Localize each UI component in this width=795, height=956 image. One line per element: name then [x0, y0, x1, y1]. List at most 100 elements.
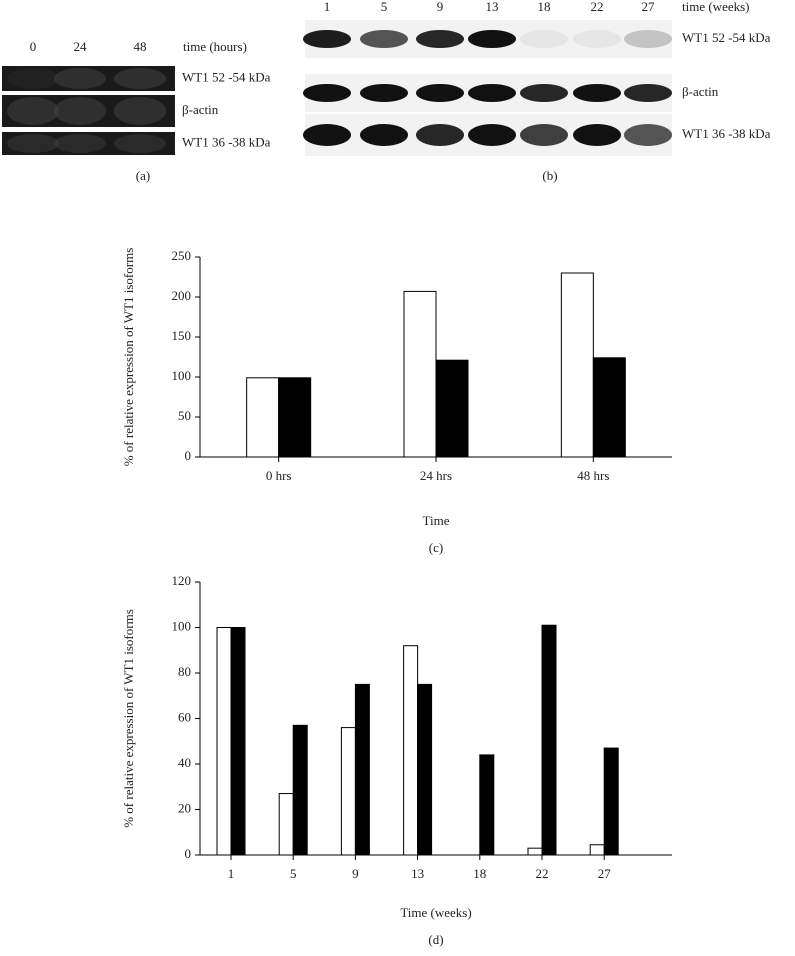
blot-band: [468, 84, 516, 102]
blot-band: [573, 30, 621, 48]
bar: [354, 683, 370, 856]
x-axis-label: Time (weeks): [400, 905, 471, 920]
bar: [292, 724, 308, 856]
blot-band: [54, 134, 106, 153]
band-label: WT1 36 -38 kDa: [682, 126, 771, 141]
bar: [592, 357, 626, 458]
x-tick-label: 1: [228, 866, 235, 881]
y-tick-label: 100: [172, 618, 192, 633]
lane-label: 22: [591, 0, 604, 14]
bar: [560, 272, 594, 458]
bar: [417, 683, 433, 856]
x-tick-label: 48 hrs: [577, 468, 609, 483]
band-label: WT1 52 -54 kDa: [182, 69, 271, 84]
blot-image: [2, 132, 175, 155]
lane-label: 18: [538, 0, 551, 14]
blot-band: [54, 68, 106, 89]
y-tick-label: 250: [172, 248, 192, 263]
blot-band: [468, 30, 516, 48]
bar: [527, 847, 543, 856]
lane-label: 5: [381, 0, 388, 14]
y-axis-label: % of relative expression of WT1 isoforms: [121, 248, 136, 467]
lane-label: 1: [324, 0, 331, 14]
blot-band: [573, 84, 621, 102]
x-axis-label: Time: [423, 513, 450, 528]
y-tick-label: 40: [178, 755, 191, 770]
bar: [230, 627, 246, 856]
blot-band: [114, 97, 166, 125]
y-tick-label: 200: [172, 288, 192, 303]
blot-band: [520, 84, 568, 102]
x-tick-label: 24 hrs: [420, 468, 452, 483]
blot-band: [624, 124, 672, 146]
x-tick-label: 22: [536, 866, 549, 881]
blot-band: [360, 84, 408, 102]
panel-caption: (a): [136, 168, 150, 183]
panel-caption: (c): [429, 540, 443, 555]
lane-label: 0: [30, 39, 37, 54]
blot-band: [360, 124, 408, 146]
band-label: β-actin: [182, 102, 219, 117]
blot-band: [468, 124, 516, 146]
band-label: β-actin: [682, 84, 719, 99]
y-axis-label: % of relative expression of WT1 isoforms: [121, 609, 136, 828]
blot-band: [573, 124, 621, 146]
lane-label: 24: [74, 39, 88, 54]
y-tick-label: 80: [178, 664, 191, 679]
bar: [603, 747, 619, 856]
blot-band: [624, 84, 672, 102]
bar: [246, 377, 280, 458]
x-tick-label: 9: [352, 866, 359, 881]
blot-band: [416, 124, 464, 146]
x-tick-label: 13: [411, 866, 424, 881]
blot-band: [7, 134, 59, 153]
lane-title: time (weeks): [682, 0, 750, 14]
y-tick-label: 60: [178, 709, 191, 724]
band-label: WT1 36 -38 kDa: [182, 134, 271, 149]
lane-label: 13: [486, 0, 499, 14]
blot-band: [7, 97, 59, 125]
blot-band: [360, 30, 408, 48]
bar: [435, 359, 469, 458]
panel-caption: (d): [428, 932, 443, 947]
y-tick-label: 50: [178, 408, 191, 423]
blot-band: [7, 68, 59, 89]
y-tick-label: 0: [185, 846, 192, 861]
x-tick-label: 18: [473, 866, 486, 881]
bar: [340, 727, 356, 856]
blot-band: [624, 30, 672, 48]
band-label: WT1 52 -54 kDa: [682, 30, 771, 45]
bar: [278, 377, 312, 458]
lane-title: time (hours): [183, 39, 247, 54]
blot-band: [114, 68, 166, 89]
y-tick-label: 20: [178, 800, 191, 815]
y-tick-label: 100: [172, 368, 192, 383]
bar: [589, 844, 605, 856]
bar: [216, 627, 232, 856]
x-tick-label: 0 hrs: [266, 468, 292, 483]
y-tick-label: 150: [172, 328, 192, 343]
x-tick-label: 5: [290, 866, 297, 881]
panel-caption: (b): [542, 168, 557, 183]
bar: [278, 793, 294, 856]
bar: [403, 645, 419, 856]
blot-band: [520, 30, 568, 48]
blot-band: [114, 134, 166, 153]
lane-label: 9: [437, 0, 444, 14]
bar: [541, 624, 557, 856]
blot-band: [416, 30, 464, 48]
y-tick-label: 0: [185, 448, 192, 463]
bar: [403, 290, 437, 458]
blot-band: [54, 97, 106, 125]
blot-band: [303, 124, 351, 146]
y-tick-label: 120: [172, 573, 192, 588]
blot-band: [303, 30, 351, 48]
bar: [479, 754, 495, 856]
blot-band: [303, 84, 351, 102]
blot-band: [520, 124, 568, 146]
x-tick-label: 27: [598, 866, 612, 881]
blot-band: [416, 84, 464, 102]
lane-label: 48: [134, 39, 147, 54]
